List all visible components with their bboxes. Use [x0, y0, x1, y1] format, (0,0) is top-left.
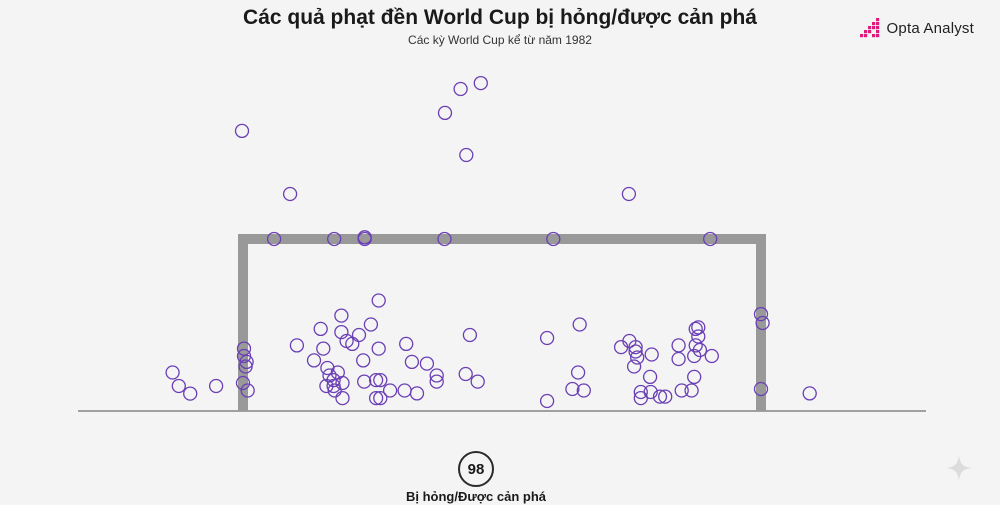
penalty-point-78: [704, 348, 719, 364]
penalty-point-96: [473, 75, 488, 91]
logo-text: Opta Analyst: [886, 19, 974, 37]
penalty-point-54: [613, 339, 629, 355]
penalty-point-2: [183, 386, 198, 401]
penalty-point-23: [335, 375, 350, 391]
penalty-point-8: [235, 375, 251, 391]
penalty-point-84: [327, 231, 342, 247]
goal-crossbar: [238, 234, 766, 244]
penalty-point-80: [755, 315, 770, 331]
penalty-point-93: [437, 105, 453, 121]
penalty-point-74: [688, 338, 703, 353]
penalty-point-34: [371, 293, 386, 308]
penalty-point-69: [674, 383, 689, 398]
penalty-point-12: [313, 321, 328, 337]
penalty-point-33: [371, 341, 386, 356]
penalty-point-86: [357, 231, 372, 247]
penalty-point-44: [429, 374, 444, 389]
penalty-point-87: [437, 231, 452, 247]
penalty-point-51: [570, 365, 586, 380]
penalty-point-16: [322, 368, 337, 383]
chart-subtitle: Các kỳ World Cup kể từ năm 1982: [408, 33, 592, 47]
penalty-point-37: [382, 383, 398, 398]
penalty-point-59: [630, 350, 645, 365]
penalty-point-7: [239, 354, 254, 370]
penalty-point-9: [240, 383, 255, 398]
penalty-point-50: [565, 381, 580, 397]
penalty-point-77: [692, 342, 708, 358]
penalty-point-32: [368, 390, 384, 406]
penalty-point-21: [334, 308, 349, 323]
penalty-point-75: [691, 320, 706, 335]
penalty-point-4: [236, 341, 252, 356]
penalty-point-67: [671, 351, 686, 367]
penalty-point-83: [266, 231, 282, 247]
sparkle-icon: [946, 455, 972, 481]
penalty-point-57: [628, 344, 643, 359]
penalty-point-40: [404, 354, 420, 370]
penalty-point-65: [652, 389, 668, 404]
penalty-point-3: [208, 378, 224, 394]
penalty-point-49: [539, 393, 555, 409]
penalty-point-1: [171, 378, 186, 394]
penalty-point-22: [334, 324, 349, 340]
penalty-point-13: [316, 341, 331, 356]
goal-left-post: [238, 234, 248, 411]
penalty-point-29: [357, 374, 372, 389]
penalty-point-63: [643, 384, 658, 400]
penalty-point-89: [703, 231, 718, 247]
penalty-point-76: [691, 329, 706, 344]
opta-analyst-logo: Opta Analyst: [859, 18, 974, 38]
penalty-point-18: [326, 372, 341, 388]
opta-dot-grid-icon: [859, 18, 879, 38]
penalty-point-88: [546, 231, 561, 247]
penalty-point-81: [753, 381, 769, 397]
penalty-point-42: [419, 356, 435, 371]
penalty-point-79: [753, 306, 769, 322]
penalty-point-91: [621, 186, 637, 202]
penalty-point-35: [373, 372, 388, 388]
penalty-point-66: [658, 389, 673, 404]
penalty-point-92: [234, 123, 250, 139]
penalty-point-62: [642, 369, 658, 385]
data-points: [165, 75, 817, 409]
penalty-point-24: [335, 390, 350, 406]
penalty-point-52: [572, 317, 587, 332]
penalty-point-38: [397, 383, 412, 398]
penalty-point-90: [282, 186, 298, 202]
penalty-point-0: [165, 365, 180, 380]
penalty-point-10: [289, 338, 305, 353]
penalty-point-64: [644, 347, 659, 362]
penalty-point-82: [802, 386, 817, 401]
count-badge: 98: [458, 451, 494, 487]
penalty-point-39: [399, 336, 414, 352]
chart-title: Các quả phạt đền World Cup bị hỏng/được …: [243, 6, 757, 29]
penalty-point-70: [684, 383, 699, 398]
penalty-point-45: [462, 327, 478, 343]
count-label: Bị hỏng/Được cản phá: [406, 489, 546, 504]
penalty-point-19: [327, 383, 342, 398]
penalty-point-30: [363, 317, 379, 332]
penalty-point-31: [368, 372, 384, 388]
penalty-point-68: [671, 338, 686, 353]
penalty-point-58: [628, 339, 643, 355]
penalty-point-43: [429, 368, 444, 383]
penalty-point-94: [459, 147, 474, 163]
penalty-point-71: [687, 369, 702, 385]
penalty-point-46: [458, 366, 473, 382]
penalty-point-60: [633, 384, 648, 400]
penalty-point-47: [470, 374, 485, 389]
penalty-point-36: [373, 390, 388, 406]
penalty-point-11: [306, 353, 322, 368]
penalty-point-28: [356, 353, 371, 368]
penalty-point-56: [626, 359, 642, 374]
penalty-point-27: [351, 327, 367, 343]
penalty-point-6: [238, 359, 253, 374]
penalty-point-95: [453, 81, 468, 97]
penalty-point-73: [688, 321, 703, 337]
penalty-point-41: [409, 386, 425, 401]
penalty-point-48: [539, 330, 555, 346]
penalty-point-53: [576, 383, 591, 398]
goal-right-post: [756, 234, 766, 411]
